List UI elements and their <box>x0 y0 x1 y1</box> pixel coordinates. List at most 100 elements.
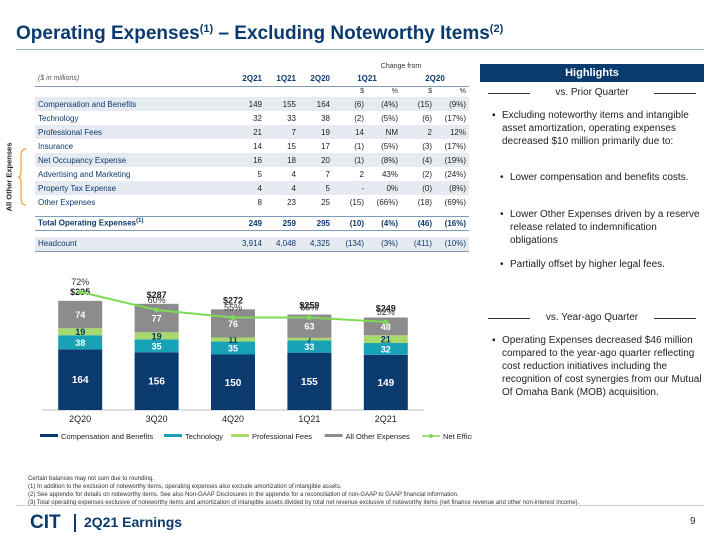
table-cell: 295 <box>299 215 333 231</box>
table-cell: 3,914 <box>231 237 265 252</box>
section-rule <box>488 318 530 319</box>
table-body: Compensation and Benefits 149 155 164 (6) (4%… <box>35 97 469 209</box>
dot-icon: • <box>500 259 504 270</box>
table-cell: 4 <box>231 181 265 195</box>
table-gap <box>35 209 469 216</box>
table-cell: (9%) <box>435 97 469 111</box>
table-cell: (3%) <box>367 237 401 252</box>
table-row: Property Tax Expense 4 4 5-0% (0) (8%) <box>35 181 469 195</box>
bar-data-label: 35 <box>152 341 162 351</box>
bar-segment <box>363 343 408 355</box>
bar-data-label: 33 <box>304 342 314 352</box>
col-header: 2Q21 <box>231 72 265 87</box>
subbullet-text: Lower Other Expenses driven by a reserve… <box>510 209 700 246</box>
table-cell: 4 <box>291 169 296 179</box>
efficiency-ratio-point <box>77 289 83 295</box>
table-cell: 33 <box>287 113 296 123</box>
footnote: Certain balances may not sum due to roun… <box>28 476 155 482</box>
table-cell: 14 <box>253 141 262 151</box>
table-cell: (15) <box>349 197 364 207</box>
bullet-text: Operating Expenses decreased $46 million… <box>502 335 702 398</box>
page-title: Operating Expenses(1) – Excluding Notewo… <box>16 23 503 45</box>
row-label: Compensation and Benefits <box>35 97 231 111</box>
table-cell: 155 <box>265 97 299 111</box>
footer-divider <box>16 505 704 506</box>
side-label-text: All Other Expenses <box>4 142 14 212</box>
legend-label: Professional Fees <box>252 432 312 441</box>
efficiency-ratio-point <box>383 319 389 325</box>
table-cell: 259 <box>265 215 299 231</box>
bar-data-label: 156 <box>148 377 165 388</box>
table-row: Advertising and Marketing 5 4 7 2 43% (2) (24%) <box>35 167 469 181</box>
table-cell: (18) <box>417 197 432 207</box>
bar-segment <box>134 352 179 410</box>
table-cell: NM <box>367 125 401 139</box>
sub-header: $ <box>360 88 364 96</box>
bar-data-label: 164 <box>72 375 89 386</box>
table-row: Technology 32 33 38 (2) (5%) (6) (17%) <box>35 111 469 125</box>
bar-data-label: 38 <box>75 338 85 348</box>
bar-data-label: 32 <box>381 344 391 354</box>
total-footnote: (1) <box>136 218 144 225</box>
efficiency-ratio-label: 60% <box>148 295 166 305</box>
table-cell: 164 <box>299 97 333 111</box>
table-row: Professional Fees 21 7 19 14 NM 2 12% <box>35 125 469 139</box>
bar-total-label: $272 <box>223 295 243 305</box>
footnote: (1) In addition to the exclusion of note… <box>28 484 342 490</box>
bar-segment <box>211 341 255 355</box>
table-cell: (5%) <box>381 113 398 123</box>
section-year-ago: vs. Year-ago Quarter <box>480 311 704 325</box>
table-cell: - <box>333 181 367 195</box>
table-cell: 7 <box>325 169 330 179</box>
x-tick-label: 4Q20 <box>222 414 244 424</box>
all-other-expenses-label: All Other Expenses <box>2 143 16 212</box>
table-gap <box>35 230 469 237</box>
table-cell: 2 <box>401 125 435 139</box>
table-row: Compensation and Benefits 149 155 164 (6) (4%… <box>35 97 469 111</box>
headcount-row: Headcount 3,914 4,048 4,325 (134) (3%) (… <box>35 237 469 252</box>
x-tick-label: 3Q20 <box>146 414 168 424</box>
opex-chart: 164381974$2952Q20156351977$2873Q20150351… <box>40 277 472 441</box>
change-from-label: Change from <box>380 62 422 70</box>
table-cell: 149 <box>231 97 265 111</box>
table-cell: (1) <box>333 153 367 167</box>
bar-data-label: 155 <box>301 377 318 388</box>
col-header: 1Q21 <box>265 72 299 87</box>
highlight-subbullet: • Lower Other Expenses driven by a reser… <box>500 208 704 247</box>
bar-segment <box>363 354 408 410</box>
table-cell: 25 <box>321 197 330 207</box>
bar-segment <box>287 314 332 338</box>
table-cell: (46) <box>401 215 435 231</box>
table-cell: 14 <box>333 125 367 139</box>
efficiency-ratio-label: 55% <box>300 303 318 313</box>
table-cell: (411) <box>401 237 435 252</box>
bar-segment <box>211 309 255 338</box>
bar-data-label: 35 <box>228 344 238 354</box>
total-row: Total Operating Expenses(1) 249 259 295 … <box>35 215 469 231</box>
table-cell: 32 <box>253 113 262 123</box>
table-cell: 19 <box>299 125 333 139</box>
section-title: vs. Year-ago Quarter <box>545 312 639 323</box>
brace-icon <box>17 148 27 206</box>
table-cell: 16 <box>231 153 265 167</box>
bar-data-label: 63 <box>304 322 314 332</box>
legend-swatch <box>40 434 58 437</box>
efficiency-ratio-label: 55% <box>224 303 242 313</box>
bar-data-label: 149 <box>377 378 394 389</box>
table-row: Other Expenses 8 23 25 (15) (66%) (18) (69%) <box>35 195 469 209</box>
section-title: vs. Prior Quarter <box>555 87 629 98</box>
sub-header: % <box>391 88 398 96</box>
table-cell: (66%) <box>376 197 398 207</box>
bullet-icon: ▪ <box>492 110 496 121</box>
dot-icon: • <box>500 209 504 220</box>
table-cell: (5%) <box>381 141 398 151</box>
legend-line-marker <box>429 434 433 438</box>
table-row: Insurance 14 15 17 (1) (5%) (3) (17%) <box>35 139 469 153</box>
bar-segment <box>58 349 103 410</box>
table-header-top: Change from <box>35 60 469 72</box>
table-cell: 21 <box>231 125 265 139</box>
title-footnote-1: (1) <box>199 23 214 35</box>
table-cell: (69%) <box>444 197 466 207</box>
table-cell: 0% <box>367 181 401 195</box>
table-cell: 7 <box>265 125 299 139</box>
